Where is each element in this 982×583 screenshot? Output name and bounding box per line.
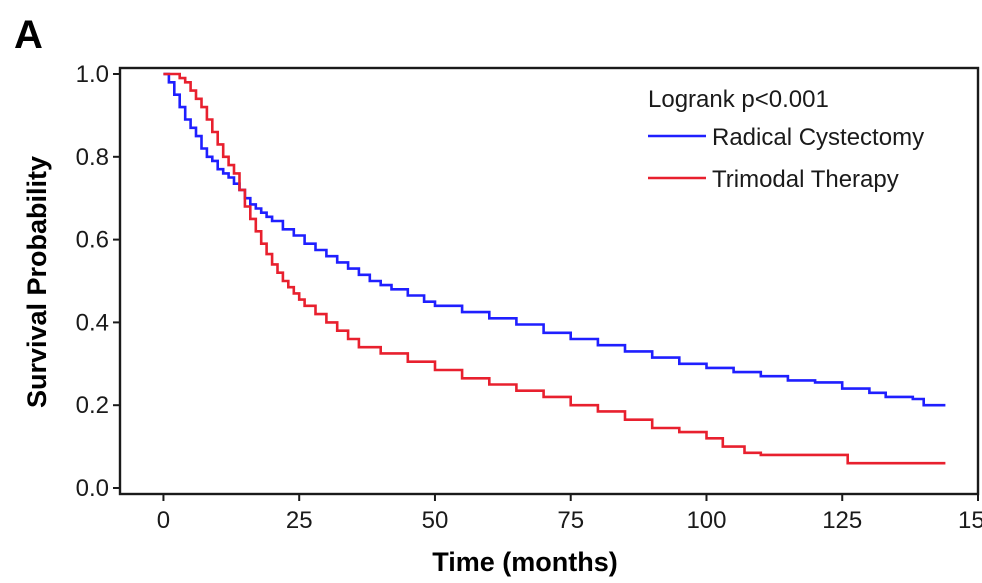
x-tick-label: 150	[958, 507, 982, 534]
panel-label: A	[14, 13, 43, 57]
y-tick-label: 0.0	[76, 475, 109, 502]
x-tick-label: 125	[822, 507, 862, 534]
x-axis: 0 25 50 75 100 125 150	[157, 494, 982, 534]
y-axis-title: Survival Probability	[22, 156, 52, 408]
survival-curve-series-0	[163, 72, 946, 407]
x-tick-label: 75	[557, 507, 584, 534]
legend-label-series-1: Trimodal Therapy	[712, 166, 899, 193]
y-axis: 0.0 0.2 0.4 0.6 0.8 1.0	[76, 61, 120, 502]
x-tick-label: 50	[422, 507, 449, 534]
y-tick-label: 1.0	[76, 61, 109, 88]
y-tick-label: 0.2	[76, 392, 109, 419]
y-tick-label: 0.8	[76, 144, 109, 171]
legend-annotation: Logrank p<0.001	[648, 86, 829, 113]
survival-curves	[163, 72, 946, 465]
legend: Logrank p<0.001 Radical Cystectomy Trimo…	[648, 86, 924, 193]
plot-area	[118, 66, 980, 496]
plot-frame	[118, 66, 980, 496]
survival-curve-series-1	[163, 72, 946, 465]
x-tick-label: 100	[686, 507, 726, 534]
y-tick-label: 0.4	[76, 309, 109, 336]
legend-label-series-0: Radical Cystectomy	[712, 124, 924, 151]
x-tick-label: 25	[286, 507, 313, 534]
x-tick-label: 0	[157, 507, 170, 534]
y-tick-label: 0.6	[76, 227, 109, 254]
x-axis-title: Time (months)	[432, 547, 618, 577]
